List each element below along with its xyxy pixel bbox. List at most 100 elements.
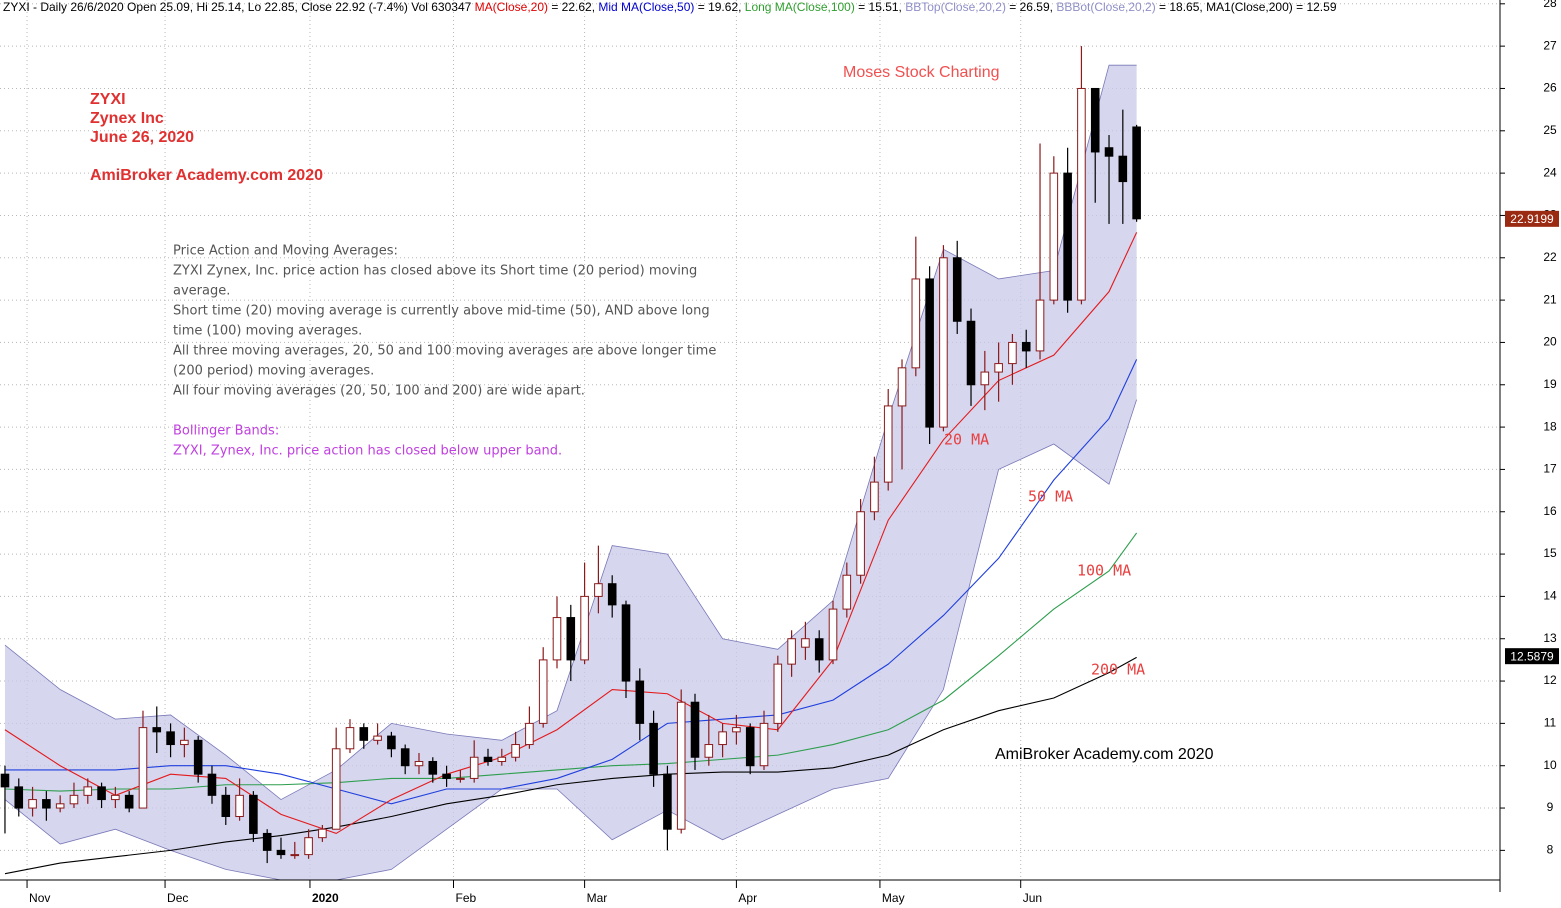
footer-brand: AmiBroker Academy.com 2020: [995, 746, 1214, 763]
candle-body: [428, 760, 438, 775]
candle-body: [594, 583, 603, 597]
candle-body: [897, 367, 907, 407]
header-segment: MA(Close,20): [475, 0, 548, 14]
price-marker-label: 22.9199: [1510, 212, 1554, 226]
candle-body: [690, 701, 700, 758]
candle-body: [1063, 172, 1072, 301]
header: ZYXI - Daily 26/6/2020 Open 25.09, Hi 25…: [3, 0, 1337, 14]
ma-label: 50 MA: [1028, 488, 1073, 506]
candle-body: [28, 799, 37, 809]
candle-body: [55, 803, 65, 809]
candle-body: [745, 727, 755, 767]
moving-average: [4, 656, 1137, 875]
header-segment: BBBot(Close,20,2): [1056, 0, 1155, 14]
candle-body: [318, 828, 327, 839]
header-segment: ZYXI - Daily 26/6/2020 Open 25.09, Hi 25…: [3, 0, 475, 14]
candle-body: [193, 739, 203, 775]
candle-body: [1077, 87, 1086, 301]
bollinger-note: Bollinger Bands:: [173, 424, 279, 439]
candle-body: [1132, 126, 1141, 220]
y-tick-label: 12: [1543, 673, 1557, 687]
y-tick-label: 17: [1543, 462, 1557, 476]
y-tick-label: 27: [1543, 38, 1557, 52]
candle-body: [359, 727, 369, 741]
candle-body: [14, 786, 24, 809]
y-tick-label: 21: [1543, 292, 1557, 306]
candle-body: [787, 638, 796, 665]
header-segment: = 26.59,: [1006, 0, 1056, 14]
y-tick-label: 16: [1543, 504, 1557, 518]
candle-body: [732, 727, 741, 733]
candle-body: [842, 574, 852, 610]
candle-body: [1021, 341, 1031, 352]
candle-body: [207, 773, 217, 796]
candle-body: [635, 680, 645, 724]
candle-body: [483, 756, 493, 762]
commentary-line: average.: [173, 284, 230, 299]
x-tick-label: Feb: [455, 891, 476, 905]
candle-body: [111, 794, 120, 801]
header-segment: Long MA(Close,100): [745, 0, 855, 14]
date: June 26, 2020: [90, 129, 194, 146]
candle-body: [552, 617, 562, 661]
candle-body: [511, 744, 520, 758]
y-tick-label: 28: [1543, 0, 1557, 10]
candle-body: [676, 701, 686, 830]
header-segment: = 12.59: [1293, 0, 1337, 14]
candle-body: [911, 278, 921, 369]
x-tick-label: Mar: [587, 891, 608, 905]
price-marker: [1505, 210, 1559, 227]
candle-body: [1118, 155, 1128, 183]
candle-body: [566, 617, 576, 661]
ma-label: 20 MA: [944, 431, 989, 449]
candle-body: [387, 735, 396, 750]
candle-body: [939, 257, 948, 428]
x-tick-label: Dec: [167, 891, 188, 905]
candle-body: [801, 638, 810, 648]
candle-body: [649, 722, 658, 775]
candle-body: [718, 731, 727, 746]
x-tick-label: Nov: [29, 891, 50, 905]
candle-body: [456, 777, 465, 780]
bollinger-note: ZYXI, Zynex, Inc. price action has close…: [173, 444, 562, 459]
candle-body: [994, 363, 1003, 373]
header-segment: Mid MA(Close,50): [598, 0, 694, 14]
candle-body: [814, 638, 824, 661]
candle-body: [249, 794, 258, 834]
y-tick-label: 22: [1543, 250, 1557, 264]
y-tick-label: 20: [1543, 335, 1557, 349]
candle-body: [497, 756, 507, 762]
candle-body: [1104, 147, 1114, 157]
header-segment: MA1(Close,200): [1206, 0, 1293, 14]
candle-body: [69, 794, 79, 805]
y-tick-label: 10: [1543, 758, 1557, 772]
candle-body: [607, 583, 617, 606]
brand: AmiBroker Academy.com 2020: [90, 167, 323, 184]
commentary-line: Price Action and Moving Averages:: [173, 244, 398, 259]
candle-body: [663, 773, 672, 830]
candle-body: [373, 735, 382, 741]
candle-body: [290, 854, 300, 857]
header-segment: = 15.51,: [855, 0, 905, 14]
candle-body: [966, 320, 976, 386]
candle-body: [1008, 341, 1017, 365]
y-tick-label: 9: [1547, 800, 1554, 814]
header-segment: BBTop(Close,20,2): [905, 0, 1006, 14]
candle-body: [980, 371, 990, 386]
x-tick-label: Apr: [738, 891, 757, 905]
candle-body: [952, 257, 962, 322]
candle-body: [262, 832, 272, 851]
candle-body: [525, 722, 534, 746]
y-tick-label: 24: [1543, 165, 1557, 179]
x-tick-label: Jun: [1023, 891, 1042, 905]
watermark: Moses Stock Charting: [843, 64, 1000, 81]
candle-body: [759, 722, 769, 767]
price-marker: [1505, 648, 1559, 665]
x-tick-label: May: [882, 891, 905, 905]
ma-label: 200 MA: [1091, 661, 1145, 679]
commentary-line: Short time (20) moving average is curren…: [173, 304, 710, 319]
bollinger-bottom: [4, 399, 1138, 881]
company: Zynex Inc: [90, 110, 164, 127]
candle-body: [97, 786, 106, 801]
